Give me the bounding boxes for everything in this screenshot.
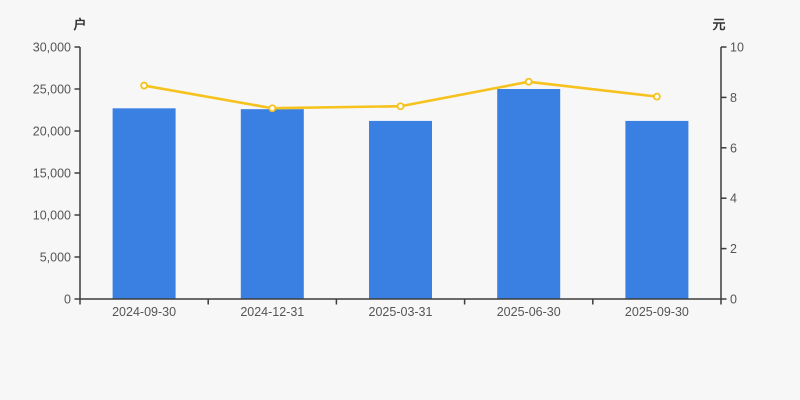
- right-tick-label: 8: [730, 91, 737, 105]
- right-axis-unit-label: 元: [712, 17, 726, 32]
- x-category-label: 2024-09-30: [112, 305, 176, 319]
- line-marker: [653, 92, 661, 101]
- left-tick-label: 30,000: [33, 41, 71, 55]
- line-marker: [524, 77, 533, 86]
- x-category-label: 2025-06-30: [497, 305, 561, 319]
- x-category-label: 2024-12-31: [240, 305, 304, 319]
- line-marker: [396, 102, 405, 111]
- x-category-label: 2025-03-31: [369, 305, 433, 319]
- left-tick-label: 0: [64, 293, 71, 307]
- right-tick-label: 4: [730, 192, 737, 206]
- left-tick-label: 5,000: [40, 251, 71, 265]
- left-tick-label: 25,000: [33, 83, 71, 97]
- bar: [369, 120, 432, 299]
- bar: [497, 89, 561, 299]
- left-axis-unit-label: 户: [73, 17, 87, 32]
- bar: [112, 108, 176, 299]
- right-tick-label: 10: [730, 41, 744, 55]
- left-tick-label: 20,000: [33, 125, 71, 139]
- bar: [625, 120, 689, 299]
- right-tick-label: 6: [730, 141, 737, 155]
- left-tick-label: 10,000: [33, 209, 71, 223]
- left-tick-label: 15,000: [33, 167, 71, 181]
- x-category-label: 2025-09-30: [625, 305, 689, 319]
- line-marker: [268, 104, 277, 113]
- right-tick-label: 2: [730, 242, 737, 256]
- bar: [240, 109, 304, 299]
- line-marker: [140, 81, 149, 90]
- right-tick-label: 0: [730, 293, 737, 307]
